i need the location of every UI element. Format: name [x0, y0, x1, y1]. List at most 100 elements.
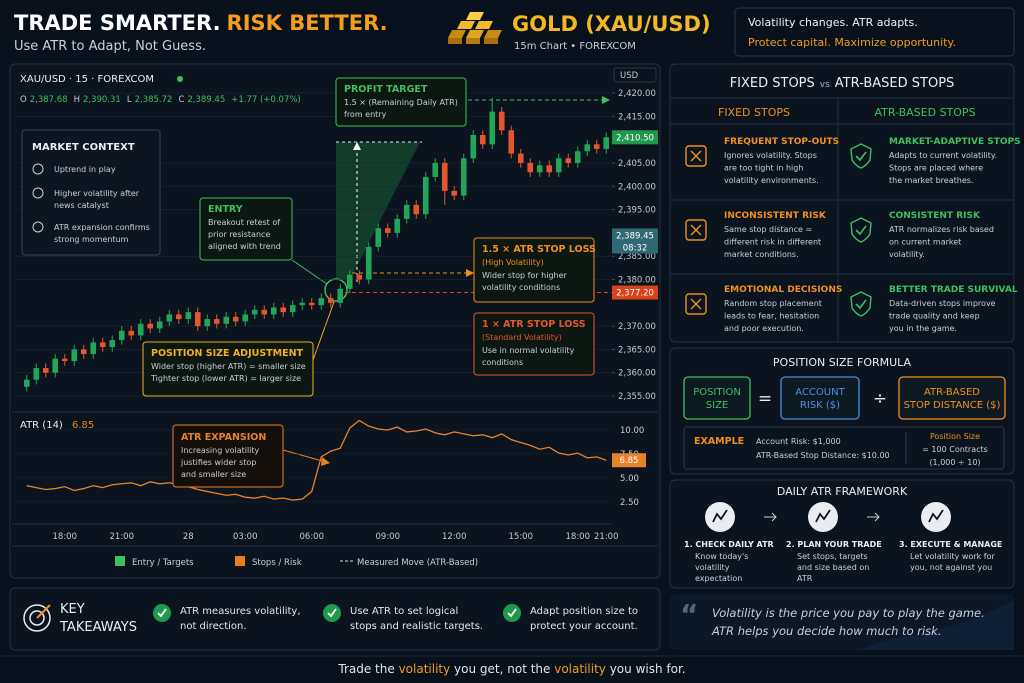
annotation-box	[199, 197, 293, 261]
target-icon	[29, 610, 45, 626]
context-item: news catalyst	[54, 201, 109, 210]
row-text: volatility.	[889, 250, 925, 259]
quote-text: ATR helps you decide how much to risk.	[711, 624, 942, 638]
ohlc-value: 2,390.31	[83, 95, 121, 105]
context-item: Uptrend in play	[54, 165, 116, 174]
row-title: BETTER TRADE SURVIVAL	[889, 285, 1018, 295]
arrow-head	[466, 269, 474, 277]
headline: TRADE SMARTER. RISK BETTER.	[14, 11, 388, 35]
row-icon	[850, 291, 872, 317]
annotation-title: POSITION SIZE ADJUSTMENT	[151, 348, 304, 359]
candle-body	[289, 305, 296, 313]
x-tick-label: 06:00	[300, 532, 325, 542]
annotation-box	[142, 341, 314, 397]
context-icon	[32, 221, 44, 233]
ohlc-key: C	[178, 95, 184, 105]
annotation-text: from entry	[344, 110, 387, 119]
x-tick-label: 15:00	[509, 532, 534, 542]
y-tick-label: 2.50	[620, 498, 639, 508]
y-tick-label: 5.00	[620, 474, 639, 484]
annotation-box	[473, 312, 595, 376]
candle-body	[42, 368, 49, 373]
y-tick-label: 2,400.00	[618, 182, 656, 192]
price-tag-label: 2,410.50	[616, 133, 654, 143]
operator: =	[758, 389, 772, 409]
takeaway-text: protect your account.	[530, 621, 638, 632]
candle-body	[270, 307, 277, 315]
check-icon	[153, 604, 171, 622]
candle-body	[546, 165, 553, 173]
price-tag-label: 2,377.20	[616, 289, 654, 299]
connector	[312, 301, 335, 361]
annotation-box	[473, 237, 595, 303]
x-tick-label: 18:00	[53, 532, 78, 542]
annotation-text: 1.5 × (Remaining Daily ATR)	[344, 98, 458, 107]
candle-body	[204, 319, 211, 327]
takeaways-title: KEY	[60, 602, 85, 617]
candle-body	[593, 144, 600, 149]
row-text: and poor execution.	[724, 324, 804, 333]
footer-highlight: volatility	[554, 662, 606, 676]
ohlc-key: H	[74, 95, 80, 105]
legend-label: Entry / Targets	[132, 558, 194, 568]
asset-title: GOLD (XAU/USD)	[512, 12, 711, 36]
row-text: trade quality and keep	[889, 312, 980, 321]
atr-line	[26, 419, 607, 501]
step-title: 1. CHECK DAILY ATR	[684, 540, 774, 549]
candle-body	[489, 111, 496, 145]
tagline: Protect capital. Maximize opportunity.	[748, 36, 956, 49]
tagline-box	[734, 7, 1015, 57]
check-icon	[327, 608, 337, 618]
step-glyph	[928, 509, 944, 523]
candle-body	[71, 349, 78, 362]
row-text: different risk in different	[724, 238, 821, 247]
row-icon	[690, 298, 702, 310]
footer-part: Trade the	[337, 662, 398, 676]
candle-body	[299, 302, 306, 306]
annotation-text: prior resistance	[208, 230, 270, 239]
currency-box	[613, 67, 657, 83]
candle-body	[517, 153, 524, 163]
atr-current: 6.85	[72, 420, 94, 431]
title-part: FIXED STOPS	[730, 76, 815, 91]
row-title: EMOTIONAL DECISIONS	[724, 285, 842, 295]
candle-body	[470, 134, 477, 159]
step-glyph	[712, 509, 728, 523]
ohlc-value: 2,387.68	[30, 95, 68, 105]
row-icon	[685, 219, 707, 241]
result-value: = 100 Contracts	[922, 445, 988, 454]
row-icon	[855, 299, 867, 310]
formula-term: ACCOUNT	[795, 387, 845, 398]
annotation-title: 1.5 × ATR STOP LOSS	[482, 244, 596, 255]
candle-body	[280, 307, 287, 313]
check-icon	[503, 604, 521, 622]
step-text: and size based on	[797, 563, 869, 572]
candle-body	[80, 349, 87, 355]
row-text: the market breathes.	[889, 176, 973, 185]
candle-body	[166, 314, 173, 322]
candle-body	[61, 358, 68, 362]
row-text: leads to fear, hesitation	[724, 312, 819, 321]
candle-body	[508, 130, 515, 154]
candle-body	[33, 368, 40, 380]
candle-body	[479, 134, 486, 145]
example-text: ATR-Based Stop Distance: $10.00	[756, 451, 890, 460]
column-header: ATR-BASED STOPS	[874, 106, 975, 119]
candle-body	[460, 158, 467, 196]
row-text: are too tight in high	[724, 164, 803, 173]
step-text: Let volatility work for	[910, 552, 996, 561]
annotation-text: volatility conditions	[482, 283, 560, 292]
y-tick-label: 2,355.00	[618, 392, 656, 402]
check-icon	[507, 608, 517, 618]
footer-text: Trade the volatility you get, not the vo…	[337, 662, 685, 676]
price-tag	[612, 228, 658, 254]
ohlc-value: 2,385.72	[135, 95, 173, 105]
formula-term-box	[780, 376, 860, 420]
price-tag	[612, 130, 658, 145]
row-icon	[685, 145, 707, 167]
candle-body	[441, 162, 448, 191]
context-item: strong momentum	[54, 235, 129, 244]
candle-body	[52, 358, 59, 373]
candle-body	[128, 330, 135, 336]
row-text: you in the game.	[889, 324, 957, 333]
